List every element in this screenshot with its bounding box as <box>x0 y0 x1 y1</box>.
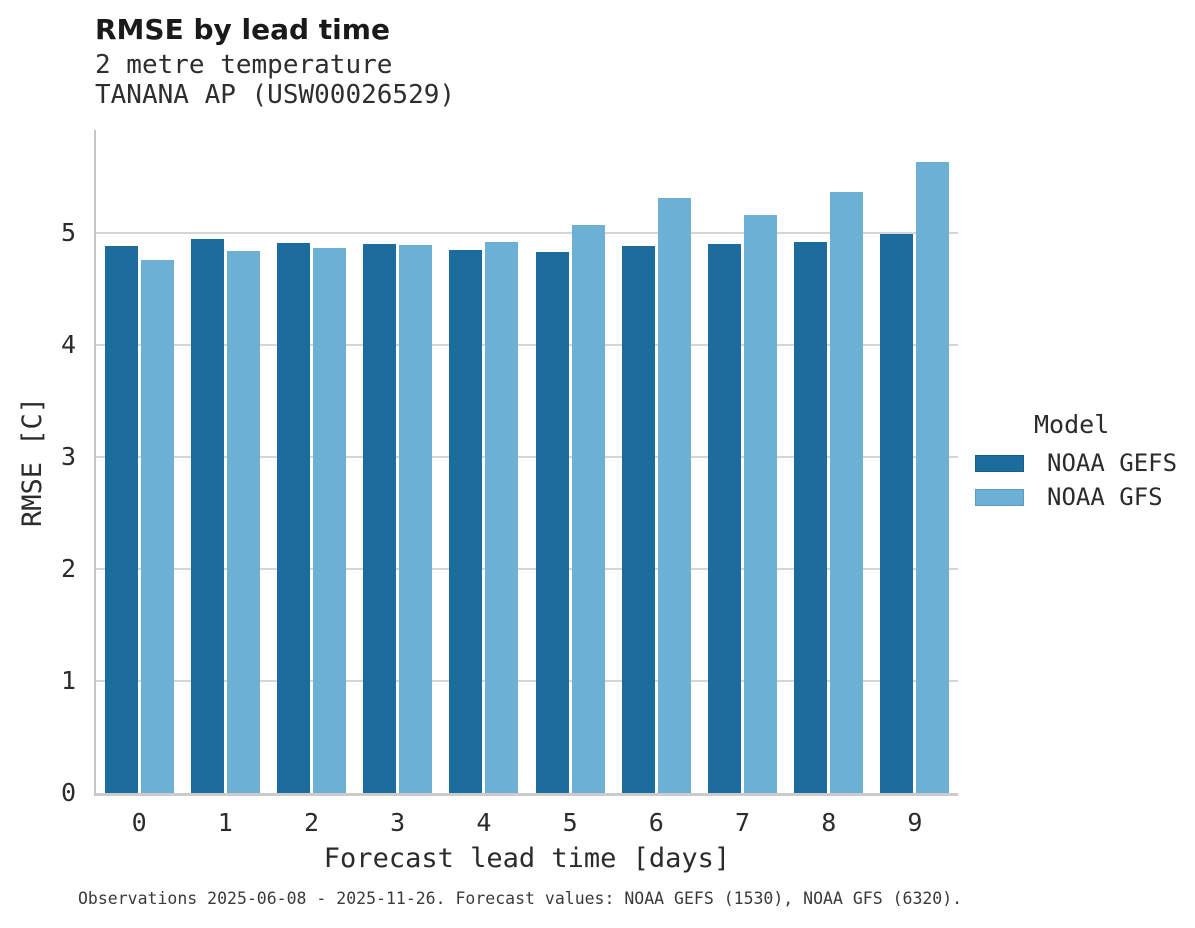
y-tick-label-5: 5 <box>60 218 76 248</box>
x-tick-label-1: 1 <box>217 808 233 837</box>
bar-noaa-gfs-lead-2 <box>313 248 346 793</box>
gridline-y-2 <box>96 568 958 570</box>
gridline-y-4 <box>96 344 958 347</box>
bar-noaa-gefs-lead-1 <box>190 239 224 793</box>
x-tick-label-5: 5 <box>562 808 578 837</box>
bar-group-lead-0 <box>96 246 182 793</box>
bar-group-lead-5 <box>527 225 613 793</box>
bar-noaa-gefs-lead-8 <box>794 242 828 793</box>
legend-title: Model <box>1034 410 1110 439</box>
bar-noaa-gefs-lead-7 <box>708 244 742 793</box>
chart-subtitle-variable: 2 metre temperature <box>95 50 393 80</box>
bar-group-lead-4 <box>441 242 527 793</box>
chart-title: RMSE by lead time <box>95 13 390 46</box>
bar-noaa-gefs-lead-0 <box>104 246 138 793</box>
legend-swatch-noaa-gefs <box>975 454 1024 472</box>
legend-entries: NOAA GEFS NOAA GFS <box>975 449 1178 511</box>
bar-noaa-gfs-lead-0 <box>140 260 174 793</box>
bar-noaa-gfs-lead-1 <box>226 251 260 793</box>
bar-noaa-gfs-lead-3 <box>399 245 433 793</box>
y-axis-title: RMSE [C] <box>17 396 48 528</box>
gridline-y-1 <box>96 680 958 682</box>
x-tick-label-6: 6 <box>648 808 664 837</box>
plot-area: 0 1 2 3 4 5 <box>61 130 958 807</box>
legend-label-noaa-gfs: NOAA GFS <box>1047 483 1163 511</box>
y-tick-label-2: 2 <box>60 554 76 583</box>
x-tick-label-3: 3 <box>390 808 406 837</box>
gridline-y-5 <box>96 232 958 235</box>
bar-noaa-gefs-lead-5 <box>535 252 569 793</box>
bar-noaa-gefs-lead-3 <box>363 244 397 793</box>
y-axis-spine <box>94 130 96 793</box>
x-axis-title: Forecast lead time [days] <box>323 843 731 874</box>
x-tick-label-8: 8 <box>821 808 837 837</box>
bar-group-lead-8 <box>786 192 872 793</box>
legend: Model NOAA GEFS NOAA GFS <box>975 410 1177 519</box>
x-tick-label-7: 7 <box>734 808 751 837</box>
x-tick-label-9: 9 <box>907 808 923 837</box>
bar-noaa-gfs-lead-5 <box>571 225 605 793</box>
x-tick-label-2: 2 <box>303 808 320 837</box>
bar-noaa-gfs-lead-8 <box>830 192 864 793</box>
legend-swatch-noaa-gfs <box>975 488 1024 506</box>
bar-noaa-gefs-lead-4 <box>449 250 483 793</box>
x-axis-spine <box>94 793 958 796</box>
bar-group-lead-1 <box>182 239 268 793</box>
bar-noaa-gfs-lead-7 <box>744 215 778 793</box>
bar-noaa-gfs-lead-6 <box>657 198 691 793</box>
bar-noaa-gefs-lead-6 <box>621 246 655 793</box>
y-tick-label-1: 1 <box>60 666 76 695</box>
bars-row <box>96 130 958 793</box>
bar-group-lead-9 <box>872 162 958 793</box>
legend-entry-noaa-gfs: NOAA GFS <box>975 483 1177 511</box>
caption: Observations 2025-06-08 - 2025-11-26. Fo… <box>78 889 963 908</box>
x-tick-label-4: 4 <box>476 808 492 837</box>
bar-noaa-gefs-lead-9 <box>880 234 914 793</box>
y-tick-label-4: 4 <box>60 330 76 360</box>
bar-group-lead-6 <box>613 198 699 793</box>
y-tick-label-3: 3 <box>60 442 76 472</box>
bar-group-lead-2 <box>268 243 354 793</box>
gridline-y-3 <box>96 456 958 459</box>
chart-subtitle-station: TANANA AP (USW00026529) <box>95 80 456 110</box>
bar-group-lead-3 <box>355 244 441 793</box>
x-tick-row: 0 1 2 3 4 5 6 7 8 9 <box>96 808 958 837</box>
bar-noaa-gfs-lead-4 <box>485 242 519 793</box>
legend-entry-noaa-gefs: NOAA GEFS <box>975 449 1178 477</box>
y-tick-label-0: 0 <box>60 778 76 807</box>
bar-noaa-gefs-lead-2 <box>277 243 310 793</box>
bar-noaa-gfs-lead-9 <box>916 162 950 793</box>
bar-group-lead-7 <box>699 215 785 793</box>
legend-label-noaa-gefs: NOAA GEFS <box>1047 449 1178 477</box>
x-tick-label-0: 0 <box>131 808 147 837</box>
